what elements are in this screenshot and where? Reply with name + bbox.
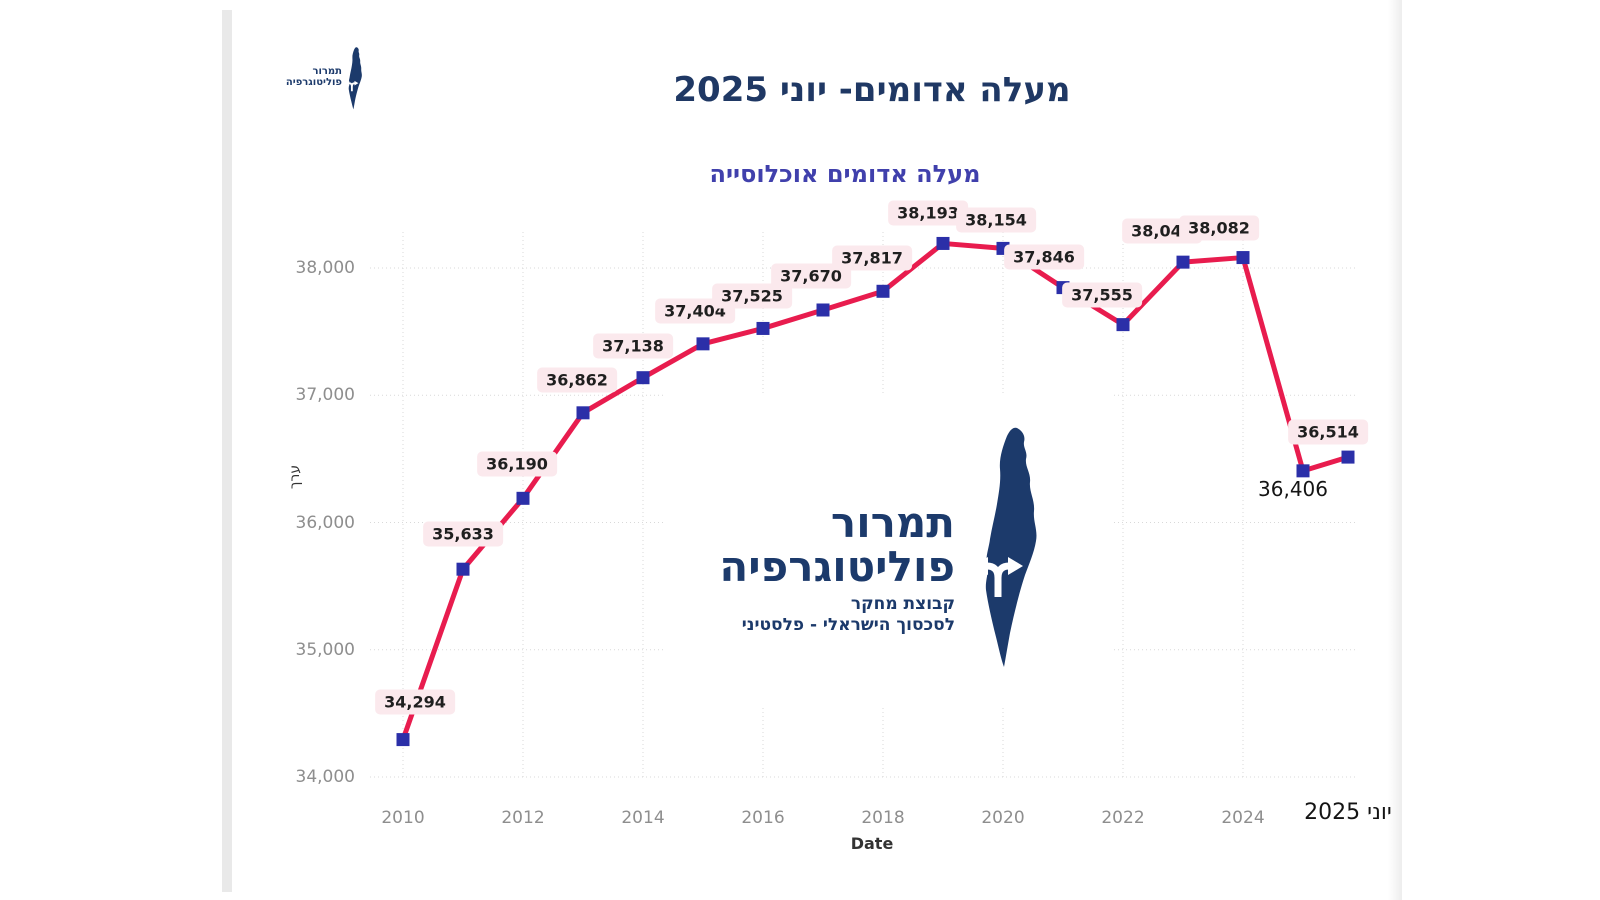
- data-point-marker[interactable]: [876, 284, 890, 298]
- logo-name-line2: פוליטוגרפיה: [285, 77, 342, 88]
- brand-logo: תמרור פוליטוגרפיה: [283, 40, 375, 116]
- data-point-marker[interactable]: [936, 236, 950, 250]
- chart-title: מעלה אדומים אוכלוסייה: [709, 160, 981, 188]
- data-point-marker[interactable]: [696, 337, 710, 351]
- data-point-marker[interactable]: [1236, 251, 1250, 265]
- page-title: מעלה אדומים- יוני 2025: [673, 70, 1071, 110]
- data-point-marker[interactable]: [396, 733, 410, 747]
- page-right-edge-shadow: [1388, 0, 1402, 900]
- data-point-marker[interactable]: [456, 562, 470, 576]
- page-left-edge-divider: [222, 10, 232, 892]
- logo-name-line1: תמרור: [312, 66, 342, 77]
- logo-name-line2: פוליטוגרפיה: [719, 542, 955, 591]
- israel-map-icon: [960, 421, 1060, 679]
- logo-name-line1: תמרור: [830, 498, 955, 547]
- data-point-marker[interactable]: [636, 371, 650, 385]
- data-point-marker[interactable]: [1341, 450, 1355, 464]
- data-point-marker[interactable]: [1116, 318, 1130, 332]
- data-point-marker[interactable]: [576, 406, 590, 420]
- data-point-marker[interactable]: [756, 321, 770, 335]
- israel-map-icon: [344, 46, 363, 111]
- data-point-marker[interactable]: [516, 491, 530, 505]
- watermark-logo-text: תמרור פוליטוגרפיה קבוצת מחקר לסכסוך הישר…: [719, 501, 955, 636]
- data-point-marker[interactable]: [816, 303, 830, 317]
- data-point-marker[interactable]: [1176, 255, 1190, 269]
- watermark-logo: תמרור פוליטוגרפיה קבוצת מחקר לסכסוך הישר…: [665, 393, 1112, 708]
- data-point-marker[interactable]: [996, 241, 1010, 255]
- logo-tagline-line2: לסכסוך הישראלי - פלסטיני: [741, 615, 955, 635]
- logo-tagline-line1: קבוצת מחקר: [850, 594, 955, 614]
- data-point-marker[interactable]: [1296, 464, 1310, 478]
- data-point-marker[interactable]: [1056, 281, 1070, 295]
- brand-logo-text: תמרור פוליטוגרפיה: [286, 66, 342, 88]
